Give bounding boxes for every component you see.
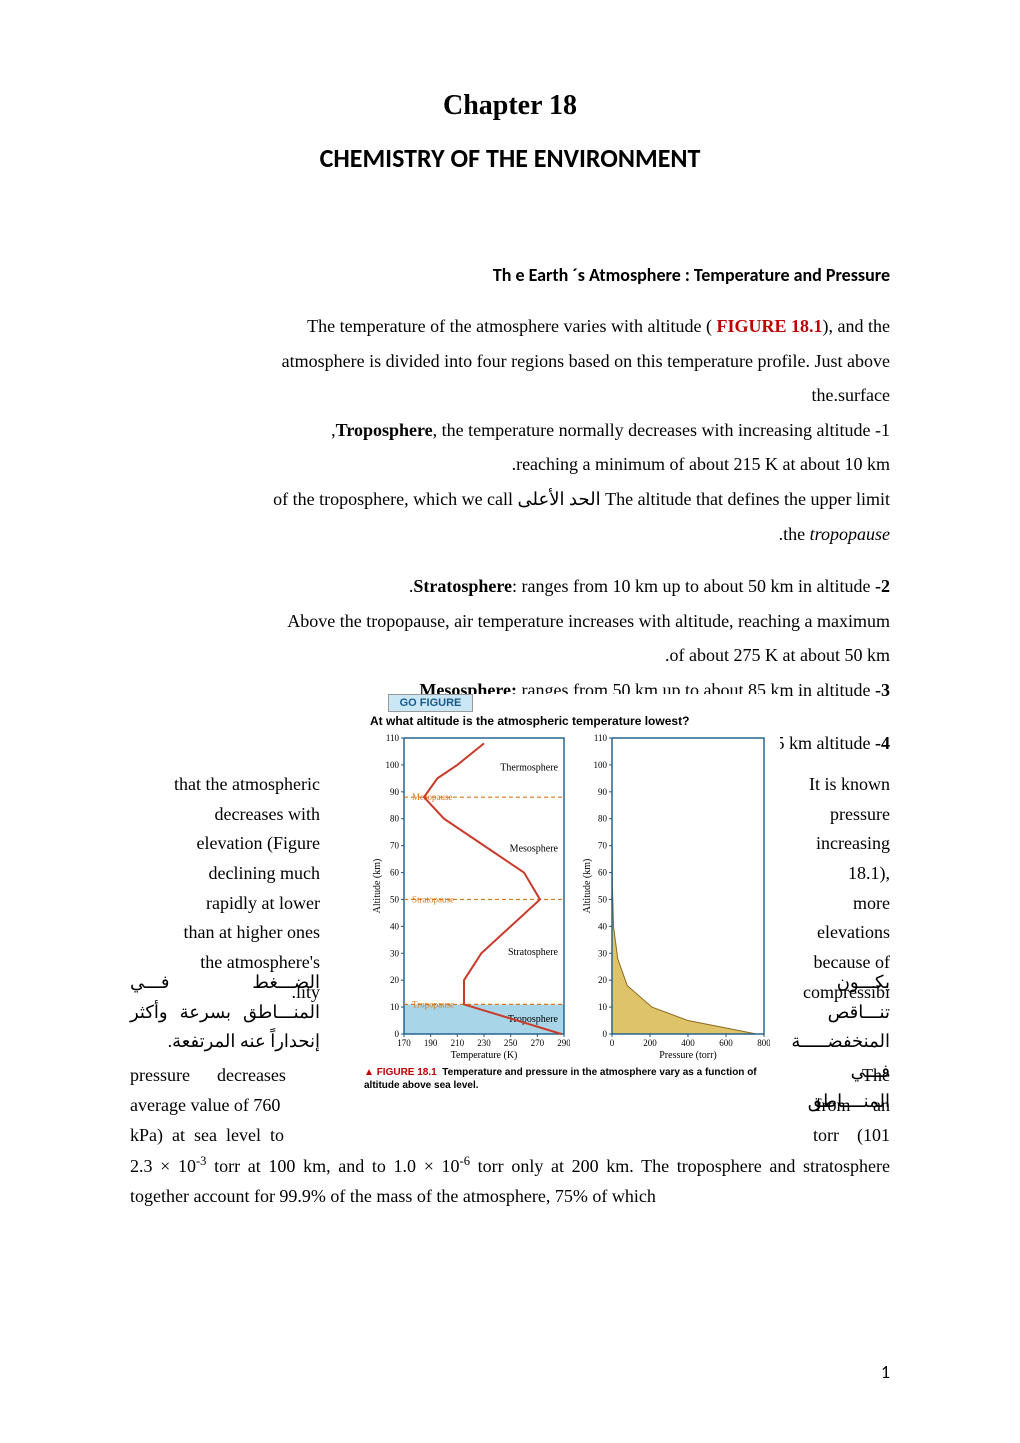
svg-text:70: 70 (598, 841, 608, 851)
svg-text:190: 190 (424, 1038, 438, 1048)
svg-text:0: 0 (610, 1038, 615, 1048)
svg-text:170: 170 (397, 1038, 411, 1048)
temperature-chart: 0102030405060708090100110170190210230250… (370, 732, 570, 1062)
svg-text:Mesosphere: Mesosphere (510, 843, 559, 854)
svg-text:40: 40 (598, 921, 608, 931)
svg-text:80: 80 (390, 814, 400, 824)
tropopause-b: .the tropopause (130, 519, 890, 550)
svg-text:20: 20 (598, 975, 608, 985)
layer-1-line-b: .reaching a minimum of about 215 K at ab… (130, 449, 890, 480)
layer-2-name: Stratosphere (413, 576, 512, 596)
layer-2-line-c: .of about 275 K at about 50 km (130, 640, 890, 671)
svg-text:800: 800 (757, 1038, 770, 1048)
svg-text:Thermosphere: Thermosphere (500, 763, 558, 774)
svg-text:230: 230 (477, 1038, 491, 1048)
svg-text:50: 50 (598, 894, 608, 904)
svg-text:Stratosphere: Stratosphere (508, 947, 559, 958)
layer-3-num: -3 (875, 680, 890, 700)
tropopause-a: of the troposphere, which we call الحد ا… (130, 484, 890, 515)
page-number: 1 (881, 1361, 890, 1383)
svg-text:90: 90 (390, 787, 400, 797)
svg-text:Mesopause: Mesopause (412, 792, 453, 802)
svg-text:70: 70 (390, 841, 400, 851)
svg-text:30: 30 (390, 948, 400, 958)
chapter-title: Chapter 18 (130, 90, 890, 122)
go-figure-question: At what altitude is the atmospheric temp… (370, 714, 780, 728)
chapter-subtitle: CHEMISTRY OF THE ENVIRONMENT (130, 142, 890, 174)
intro-para-1: The temperature of the atmosphere varies… (130, 311, 890, 342)
intro-para-2: atmosphere is divided into four regions … (130, 346, 890, 377)
svg-text:10: 10 (598, 1002, 608, 1012)
svg-text:270: 270 (531, 1038, 545, 1048)
layer-1-name: Troposphere (336, 420, 433, 440)
svg-text:600: 600 (719, 1038, 733, 1048)
layer-1-line-a: ,Troposphere, the temperature normally d… (130, 415, 890, 446)
tropopause-term: tropopause (810, 524, 890, 544)
svg-text:Altitude (km): Altitude (km) (372, 859, 383, 914)
svg-text:10: 10 (390, 1002, 400, 1012)
layer-2-line-a: .Stratosphere: ranges from 10 km up to a… (130, 571, 890, 602)
svg-text:60: 60 (390, 868, 400, 878)
intro-para-3: the.surface (130, 380, 890, 411)
go-figure-label: GO FIGURE (388, 694, 473, 712)
t: : ranges from 10 km up to about 50 km in… (512, 576, 875, 596)
svg-text:200: 200 (643, 1038, 657, 1048)
t: , the temperature normally decreases wit… (433, 420, 890, 440)
svg-text:20: 20 (390, 975, 400, 985)
svg-text:50: 50 (390, 894, 400, 904)
intro-text-b: ), and the (823, 316, 890, 336)
svg-text:110: 110 (594, 733, 608, 743)
svg-text:100: 100 (594, 760, 608, 770)
svg-text:30: 30 (598, 948, 608, 958)
svg-text:Stratopause: Stratopause (412, 894, 454, 904)
svg-text:100: 100 (386, 760, 400, 770)
svg-text:Altitude (km): Altitude (km) (582, 859, 593, 914)
svg-text:60: 60 (598, 868, 608, 878)
figure-ref: FIGURE 18.1 (717, 316, 823, 336)
layer-2-num: -2 (875, 576, 890, 596)
layer-2-line-b: Above the tropopause, air temperature in… (130, 606, 890, 637)
svg-text:210: 210 (451, 1038, 465, 1048)
arabic-left: الضـــغط فـــي المنـــاطق بسرعة وأكثر إن… (130, 968, 320, 1057)
section-title: Th e Earth ´s Atmosphere : Temperature a… (130, 264, 890, 286)
svg-text:40: 40 (390, 921, 400, 931)
svg-text:400: 400 (681, 1038, 695, 1048)
intro-text-a: The temperature of the atmosphere varies… (307, 316, 716, 336)
svg-text:80: 80 (598, 814, 608, 824)
svg-text:290: 290 (557, 1038, 570, 1048)
svg-text:250: 250 (504, 1038, 518, 1048)
svg-text:110: 110 (386, 733, 400, 743)
layer-4-num: -4 (875, 733, 890, 753)
svg-text:Tropopause: Tropopause (412, 999, 454, 1009)
bottom-paragraph: pressure decreasesTheaverage value of 76… (130, 1060, 890, 1211)
t: .the (779, 524, 810, 544)
svg-text:90: 90 (598, 787, 608, 797)
svg-text:0: 0 (603, 1029, 608, 1039)
pressure-chart: 01020304050607080901001100200400600800Pr… (580, 732, 770, 1062)
